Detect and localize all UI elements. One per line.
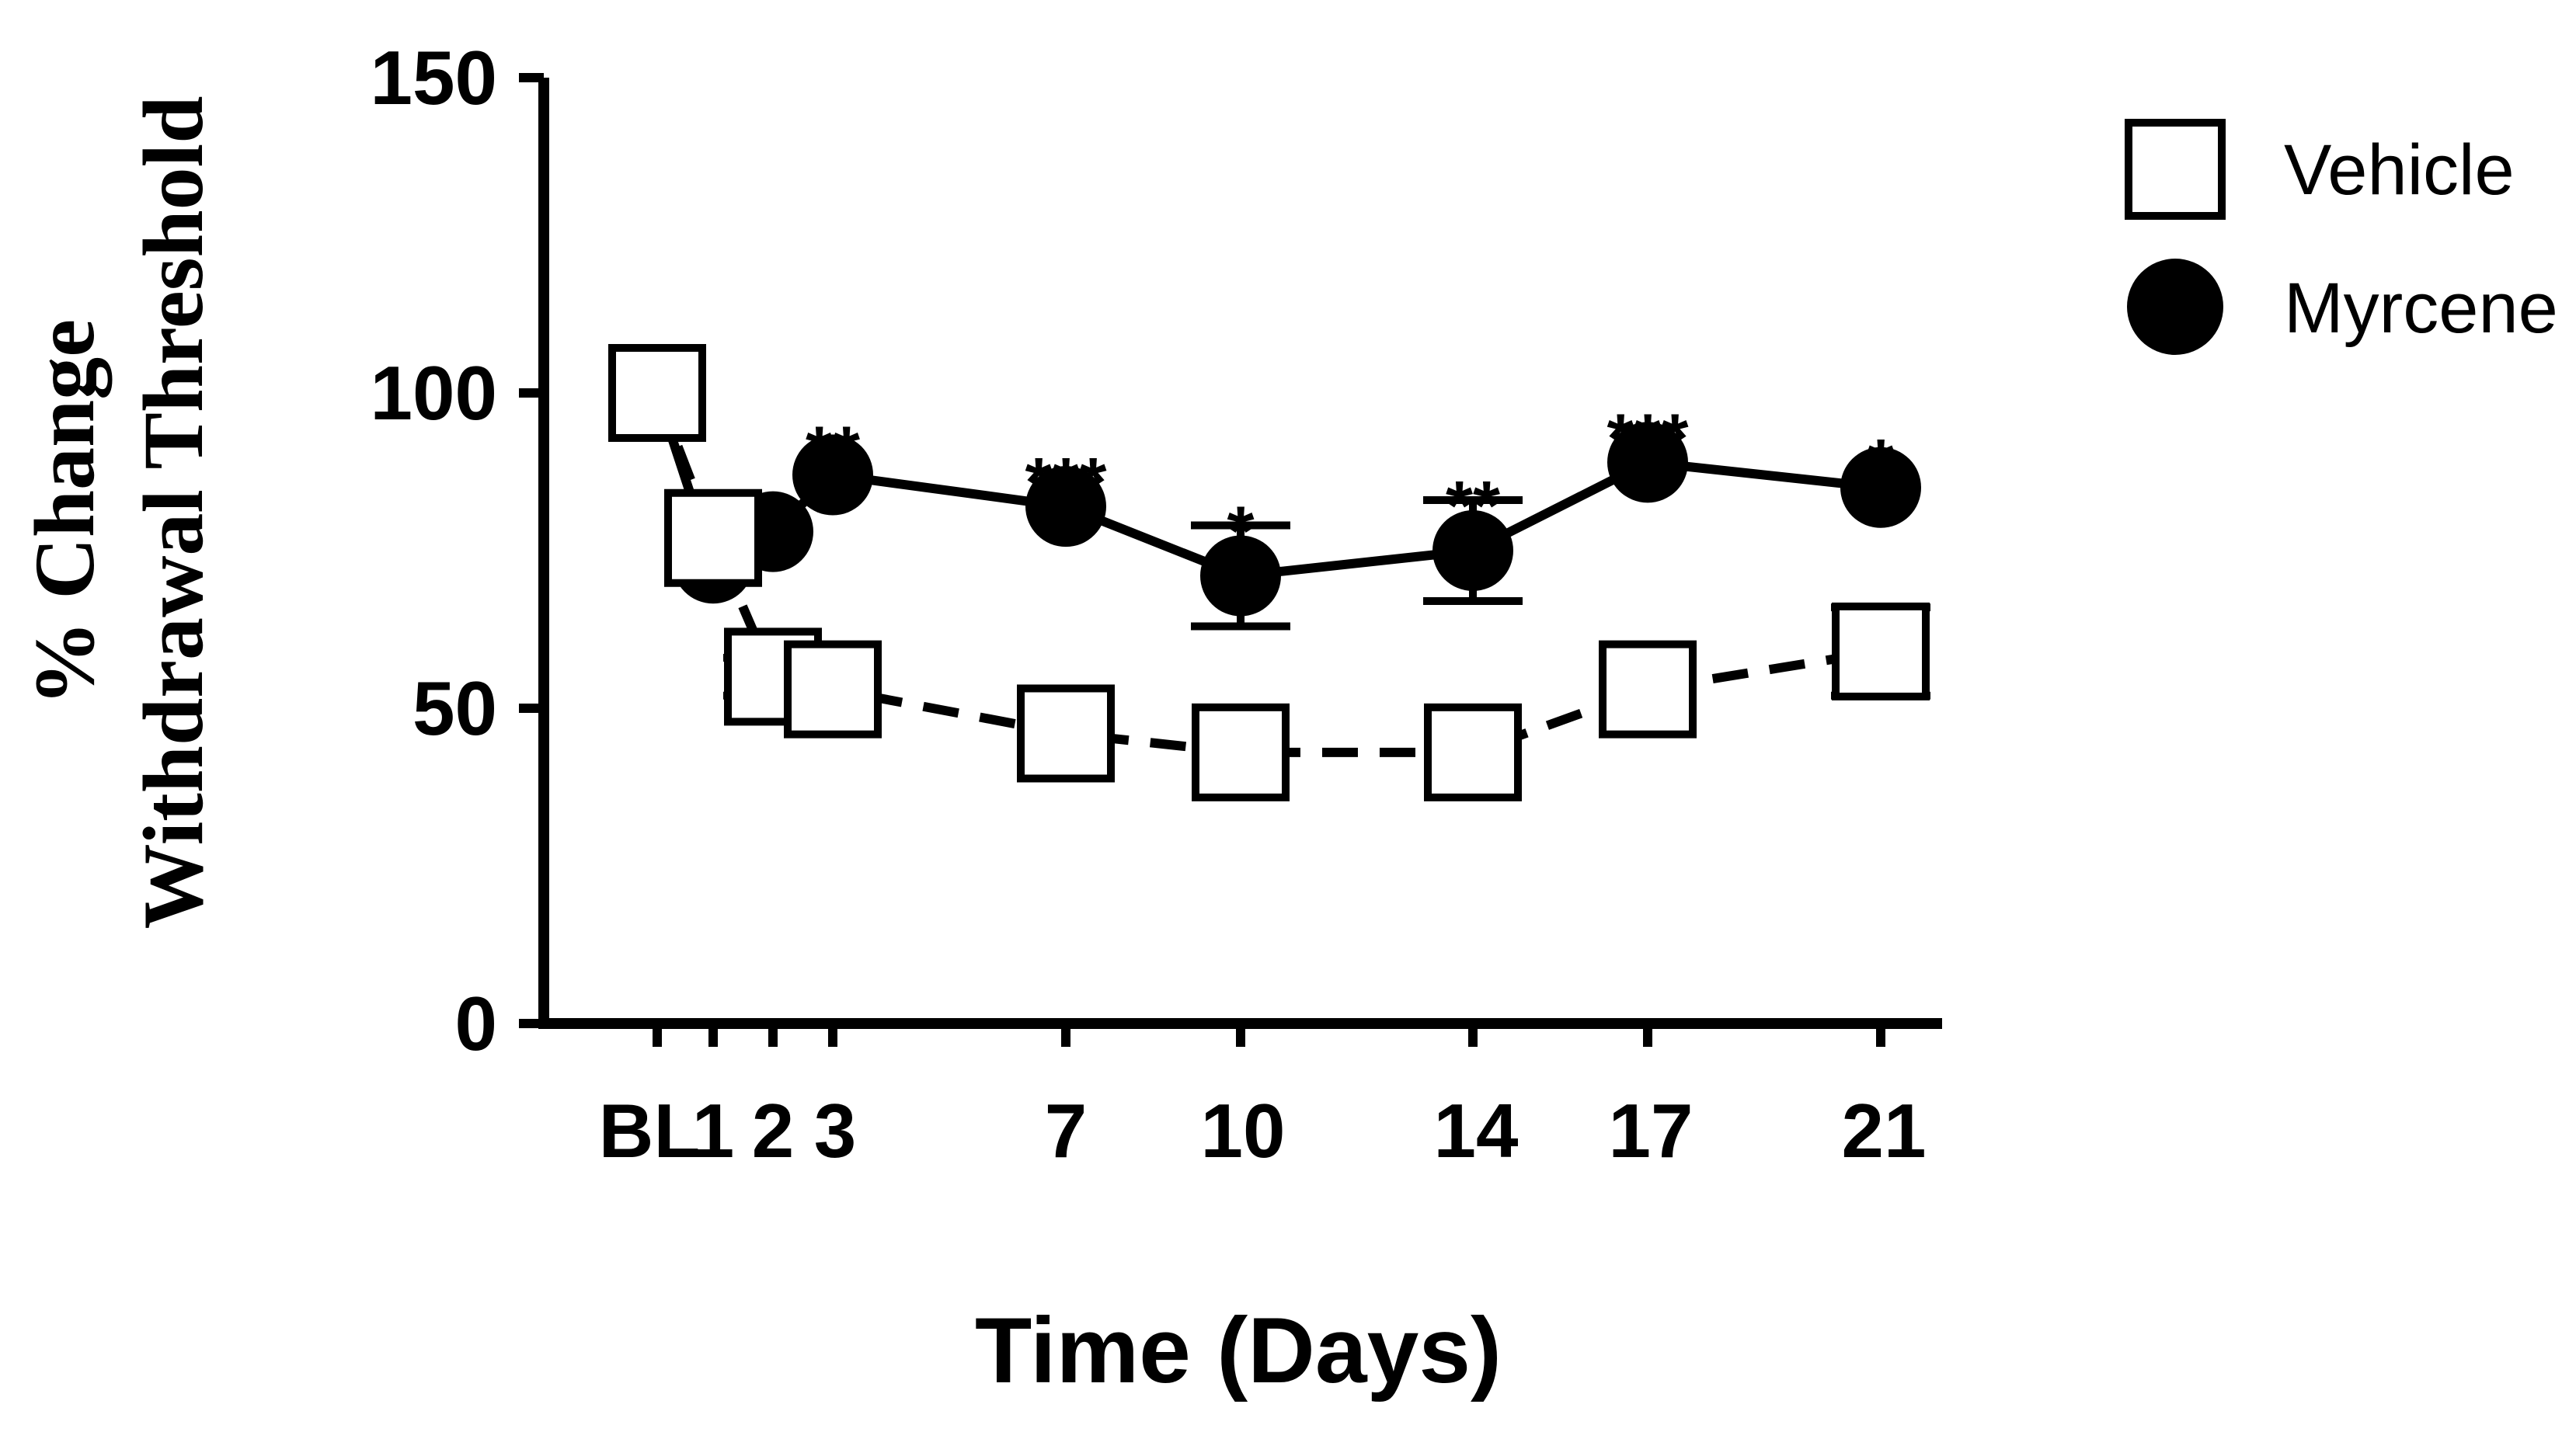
legend-vehicle-label: Vehicle [2284, 130, 2515, 210]
y-tick-label: 50 [413, 666, 497, 751]
x-tick-label: 21 [1841, 1088, 1926, 1173]
legend-myrcene-label: Myrcene [2284, 269, 2558, 348]
x-tick-label: 17 [1608, 1088, 1693, 1173]
x-tick-label: 14 [1433, 1088, 1518, 1173]
significance-label: ** [806, 413, 860, 491]
myrcene-point [1025, 466, 1106, 547]
vehicle-point [608, 344, 706, 442]
y-ticks: 0 50 100 150 [370, 35, 544, 1066]
myrcene-point [1607, 422, 1688, 503]
y-tick-label: 100 [370, 350, 497, 436]
y-tick-label: 150 [370, 35, 497, 120]
vehicle-point [1192, 703, 1290, 801]
vehicle-point [664, 488, 762, 587]
y-tick-label: 0 [454, 981, 497, 1066]
x-tick-label: 7 [1045, 1088, 1088, 1173]
significance-label: * [1227, 493, 1254, 571]
x-axis-title: Time (Days) [975, 1298, 1502, 1402]
x-tick-label: BL [599, 1088, 701, 1173]
myrcene-point [1200, 535, 1281, 617]
y-axis-title-line-2: Withdrawal Threshold [126, 96, 221, 930]
significance-label: *** [1607, 400, 1688, 478]
myrcene-point [1432, 510, 1513, 591]
significance-label: *** [1025, 444, 1106, 522]
myrcene-point [1840, 447, 1921, 528]
vehicle-point [1017, 684, 1115, 783]
series-layer [608, 344, 1930, 801]
legend: Vehicle Myrcene [2125, 119, 2558, 355]
x-tick-label: 3 [814, 1088, 857, 1173]
legend-vehicle-marker [2125, 119, 2226, 220]
x-tick-label: 10 [1200, 1088, 1285, 1173]
significance-label: * [1867, 426, 1894, 503]
x-ticks: BL1 2 3 7 10 14 17 21 [599, 1024, 1927, 1173]
y-axis-title-line-1: % Change [17, 319, 112, 706]
significance-label: ** [1446, 467, 1500, 545]
annotation-layer: ** **** ***** * [806, 400, 1895, 570]
x-tick-label: 1 [692, 1088, 735, 1173]
legend-myrcene-marker [2127, 259, 2223, 355]
vehicle-point [1599, 640, 1697, 739]
vehicle-point [1424, 703, 1522, 801]
vehicle-point [784, 640, 882, 739]
x-tick-label: 2 [752, 1088, 795, 1173]
vehicle-point [1832, 602, 1930, 700]
myrcene-point [792, 434, 873, 516]
